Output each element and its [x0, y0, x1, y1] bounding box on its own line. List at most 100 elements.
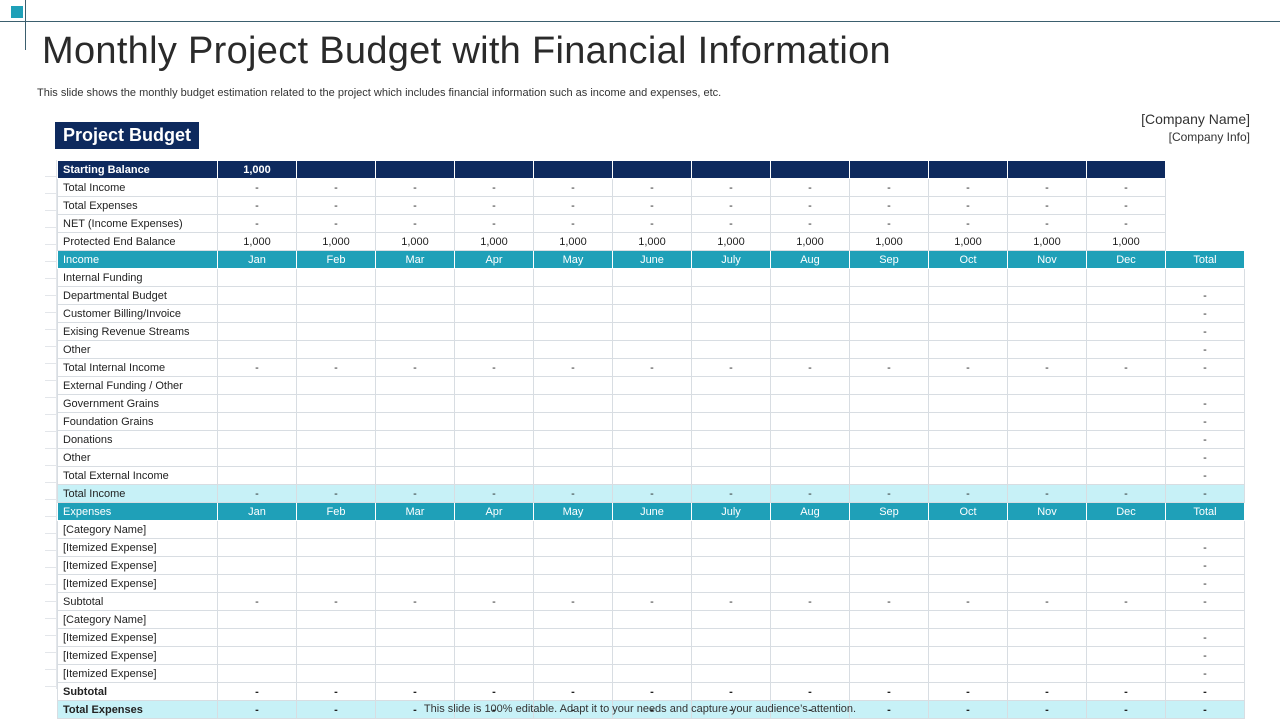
- table-cell: -: [928, 214, 1008, 233]
- row-label: [Itemized Expense]: [57, 574, 218, 593]
- table-cell: -: [533, 196, 613, 215]
- table-cell: -: [612, 592, 692, 611]
- table-cell: [296, 160, 376, 179]
- table-cell: [1007, 448, 1087, 467]
- table-cell: -: [849, 358, 929, 377]
- table-cell: [849, 520, 929, 539]
- table-cell: [691, 160, 771, 179]
- table-cell: [1007, 340, 1087, 359]
- table-row: Foundation Grains -: [57, 412, 1245, 431]
- month-header: Feb: [296, 250, 376, 269]
- table-cell: [928, 610, 1008, 629]
- table-cell: [1007, 574, 1087, 593]
- table-cell: [691, 412, 771, 431]
- table-cell: [1007, 610, 1087, 629]
- table-cell: [928, 520, 1008, 539]
- table-cell: [217, 304, 297, 323]
- month-header: May: [533, 502, 613, 521]
- table-cell: [454, 520, 534, 539]
- table-cell: [454, 340, 534, 359]
- table-row: [Itemized Expense] -: [57, 646, 1245, 665]
- table-cell: [454, 628, 534, 647]
- table-cell: -: [928, 196, 1008, 215]
- month-header: Oct: [928, 250, 1008, 269]
- table-cell: [691, 448, 771, 467]
- table-cell: [296, 286, 376, 305]
- table-cell: [217, 520, 297, 539]
- table-cell: [375, 340, 455, 359]
- table-cell: [612, 646, 692, 665]
- month-header: Dec: [1086, 502, 1166, 521]
- table-cell: -: [217, 178, 297, 197]
- total-cell: -: [1165, 286, 1245, 305]
- table-cell: [770, 610, 850, 629]
- table-cell: -: [454, 358, 534, 377]
- table-cell: -: [928, 592, 1008, 611]
- month-header: June: [612, 502, 692, 521]
- table-cell: [928, 664, 1008, 683]
- table-cell: -: [612, 484, 692, 503]
- table-cell: [375, 322, 455, 341]
- summary-row: Starting Balance 1,000: [57, 160, 1245, 179]
- table-cell: [691, 376, 771, 395]
- table-cell: [928, 394, 1008, 413]
- table-cell: [612, 412, 692, 431]
- total-cell: [1165, 520, 1245, 539]
- table-cell: [691, 268, 771, 287]
- page-subtitle: This slide shows the monthly budget esti…: [37, 87, 722, 99]
- table-cell: -: [296, 196, 376, 215]
- table-cell: [533, 430, 613, 449]
- total-cell: -: [1165, 664, 1245, 683]
- table-cell: [375, 376, 455, 395]
- table-row: [Itemized Expense] -: [57, 538, 1245, 557]
- table-cell: [928, 628, 1008, 647]
- month-header: Sep: [849, 502, 929, 521]
- table-cell: -: [375, 178, 455, 197]
- section-title: Income: [57, 250, 218, 269]
- table-cell: [296, 376, 376, 395]
- table-cell: [849, 646, 929, 665]
- summary-row: Protected End Balance 1,000 1,000 1,000 1,00…: [57, 232, 1245, 251]
- table-cell: [849, 538, 929, 557]
- table-cell: [296, 610, 376, 629]
- table-cell: -: [849, 196, 929, 215]
- summary-row: NET (Income Expenses) - - - - - - - - - - - -: [57, 214, 1245, 233]
- table-cell: [928, 556, 1008, 575]
- table-cell: -: [454, 196, 534, 215]
- table-cell: -: [217, 592, 297, 611]
- table-cell: [1007, 394, 1087, 413]
- table-cell: [1007, 304, 1087, 323]
- table-cell: [612, 430, 692, 449]
- table-row: [Itemized Expense] -: [57, 574, 1245, 593]
- month-header: Feb: [296, 502, 376, 521]
- table-cell: -: [770, 484, 850, 503]
- table-cell: [770, 538, 850, 557]
- table-row: Government Grains -: [57, 394, 1245, 413]
- total-cell: -: [1165, 394, 1245, 413]
- table-cell: -: [533, 682, 613, 701]
- table-cell: [217, 286, 297, 305]
- table-cell: [1086, 340, 1166, 359]
- table-cell: [612, 520, 692, 539]
- total-cell: -: [1165, 484, 1245, 503]
- table-cell: [849, 268, 929, 287]
- table-cell: [296, 574, 376, 593]
- blank-total-cell: [1166, 215, 1245, 233]
- table-cell: [533, 160, 613, 179]
- company-info: [Company Info]: [1168, 130, 1250, 144]
- table-cell: [1007, 322, 1087, 341]
- table-cell: -: [691, 214, 771, 233]
- table-cell: [770, 268, 850, 287]
- table-cell: [1086, 574, 1166, 593]
- table-cell: [533, 412, 613, 431]
- table-cell: -: [217, 700, 297, 719]
- table-cell: [770, 376, 850, 395]
- table-cell: -: [454, 592, 534, 611]
- total-cell: -: [1165, 448, 1245, 467]
- table-cell: -: [375, 700, 455, 719]
- blank-total-cell: [1166, 179, 1245, 197]
- table-cell: -: [770, 592, 850, 611]
- month-header: Apr: [454, 502, 534, 521]
- table-cell: -: [1086, 700, 1166, 719]
- table-cell: [849, 160, 929, 179]
